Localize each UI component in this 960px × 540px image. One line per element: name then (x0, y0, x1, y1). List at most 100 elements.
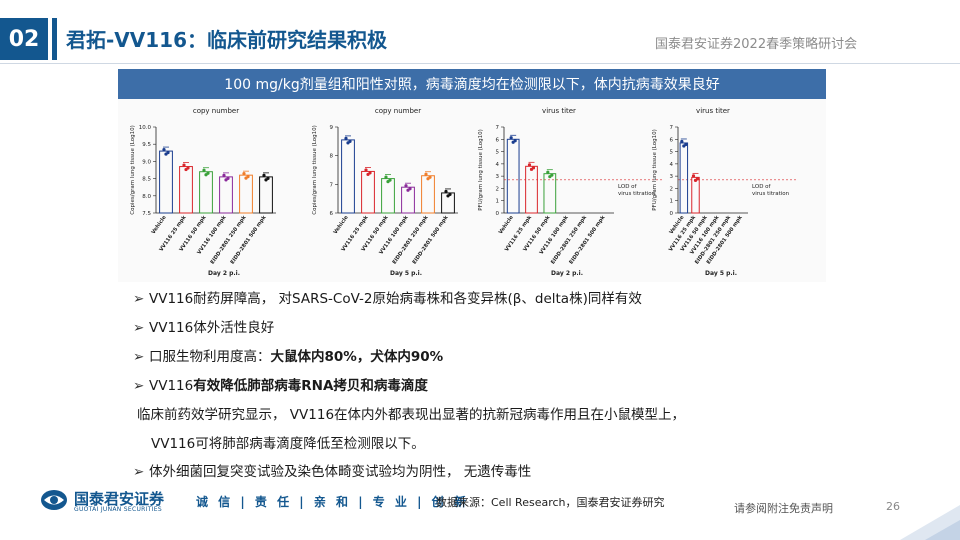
lod-label: virus titration (752, 191, 790, 197)
bullet-bioavailability: ➢ 口服生物利用度高：大鼠体内80%，犬体内90% (133, 345, 443, 365)
bullet-text: 体外细菌回复突变试验及染色体畸变试验均为阴性， 无遗传毒性 (149, 464, 532, 480)
data-point (244, 176, 248, 180)
charts-svg: copy number7.58.08.59.09.510.0Copies/gra… (130, 107, 796, 277)
arrow-bullet-icon: ➢ (133, 320, 145, 336)
data-point (224, 178, 228, 182)
x-axis-label: Day 2 p.i. (208, 270, 240, 277)
data-point (182, 163, 186, 167)
figure-banner: 100 mg/kg剂量组和阳性对照，病毒滴度均在检测限以下，体内抗病毒效果良好 (118, 69, 826, 99)
x-tick-label: EIDD-2801 500 mpk (568, 214, 606, 265)
arrow-bullet-icon: ➢ (133, 464, 145, 480)
data-point (242, 172, 246, 176)
y-tick-label: 9.5 (142, 142, 151, 148)
y-axis-label: Copies/gram lung tissue (Log10) (312, 125, 318, 214)
data-point (366, 172, 370, 177)
chart-panel-2: copy number 6 7 8 9 Copies/gram lung tissue (… (312, 107, 458, 277)
data-bar (543, 173, 557, 214)
y-tick-label: 3 (496, 174, 500, 180)
paragraph-line-2: VV116可将肺部病毒滴度降低至检测限以下。 (151, 436, 425, 452)
arrow-bullet-icon: ➢ (133, 378, 145, 394)
y-tick-label: 5 (670, 150, 674, 156)
x-tick-label: Vehicle (151, 214, 168, 235)
data-point (511, 140, 515, 144)
data-source: 数据来源：Cell Research，国泰君安证券研究 (436, 496, 665, 509)
y-tick-label: 8.0 (142, 194, 151, 200)
data-point (444, 189, 448, 194)
data-point (406, 188, 410, 192)
data-point (446, 194, 450, 198)
data-bar (691, 176, 700, 214)
data-point (693, 178, 698, 182)
x-tick-label: EIDD-2801 500 mpk (412, 214, 450, 265)
y-tick-label: 4 (496, 162, 500, 168)
slide-title: 君拓-VV116：临床前研究结果积极 (66, 28, 388, 52)
chart-title: virus titer (542, 107, 576, 115)
data-point (527, 163, 532, 167)
data-bar (239, 174, 253, 214)
corner-decoration (900, 505, 960, 540)
x-tick-label: EIDD-2801 500 mpk (230, 214, 268, 265)
bullet-text: 口服生物利用度高： (149, 349, 271, 365)
data-point (509, 136, 513, 140)
chart-panel-1: copy number 7.5 8.0 8.5 9.0 9.5 10.0Copies/gra… (130, 107, 276, 277)
data-point (691, 174, 696, 178)
y-tick-label: 6 (496, 137, 500, 143)
figure-panel: copy number 7.5 8.0 8.5 9.0 9.5 10.0 Copies/gra… (118, 99, 826, 282)
arrow-bullet-icon: ➢ (133, 291, 145, 307)
data-point (184, 167, 188, 172)
y-tick-label: 6 (670, 137, 674, 143)
y-tick-label: 1 (670, 199, 674, 205)
chart-title: copy number (375, 107, 421, 115)
data-point (426, 177, 430, 181)
chart-panel-4: virus titer 0 1 2 3 4 5 6 7 PFU/gram lung tissue … (652, 107, 796, 277)
data-point (384, 175, 388, 179)
data-point (222, 173, 226, 177)
header-divider (0, 63, 960, 64)
data-bar (421, 175, 435, 214)
x-axis-label: Day 5 p.i. (390, 270, 422, 277)
data-bar (259, 176, 273, 214)
x-tick-label: EIDD-2801 250 mpk (210, 214, 248, 265)
company-logo: 国泰君安证券 GUOTAI JUNAN SECURITIES (40, 488, 180, 514)
data-point (262, 173, 266, 177)
chart-title: copy number (193, 107, 239, 115)
y-tick-label: 2 (496, 186, 500, 192)
data-bar (525, 165, 538, 214)
lod-label: LOD of (618, 184, 638, 190)
disclaimer: 请参阅附注免责声明 (734, 502, 833, 515)
x-tick-label: Vehicle (333, 214, 350, 235)
x-axis-label: Day 2 p.i. (551, 270, 583, 277)
data-point (204, 173, 208, 177)
bullet-genotoxicity: ➢ 体外细菌回复突变试验及染色体畸变试验均为阴性， 无遗传毒性 (133, 460, 531, 480)
data-point (162, 147, 166, 152)
logo-chinese-name: 国泰君安证券 (74, 490, 165, 508)
data-point (529, 167, 534, 171)
paragraph-line-1: 临床前药效学研究显示， VV116在体内外都表现出显著的抗新冠病毒作用且在小鼠模… (137, 407, 686, 423)
y-tick-label: 7.5 (142, 211, 151, 217)
bullet-text: VV116体外活性良好 (149, 320, 275, 336)
bullet-resistance: ➢ VV116耐药屏障高， 对SARS-CoV-2原始病毒株和各变异株(β、del… (133, 287, 642, 307)
y-tick-label: 4 (670, 162, 674, 168)
bullet-lung-viral: ➢ VV116有效降低肺部病毒RNA拷贝和病毒滴度 (133, 374, 428, 394)
lod-label: LOD of (752, 184, 772, 190)
data-bar (506, 138, 520, 214)
chart-panel-3: virus titer 0 1 2 3 4 5 6 7 PFU/gram lung tissue … (478, 107, 662, 277)
data-bar (679, 142, 689, 214)
y-tick-label: 1 (496, 199, 500, 205)
y-tick-label: 8.5 (142, 177, 151, 183)
y-tick-label: 9.0 (142, 159, 151, 165)
chart-title: virus titer (696, 107, 730, 115)
logo-mark-icon (41, 490, 67, 510)
data-point (164, 152, 168, 156)
data-point (202, 168, 206, 172)
data-point (680, 139, 684, 144)
data-bar (219, 176, 233, 214)
lod-label: virus titration (618, 191, 656, 197)
bullet-text-bold: 有效降低肺部病毒RNA拷贝和病毒滴度 (193, 378, 428, 394)
data-bar (381, 178, 395, 214)
data-point (548, 175, 552, 179)
data-bar (441, 192, 455, 214)
data-point (346, 141, 350, 145)
data-bar (341, 139, 355, 214)
y-tick-label: 2 (670, 186, 674, 192)
